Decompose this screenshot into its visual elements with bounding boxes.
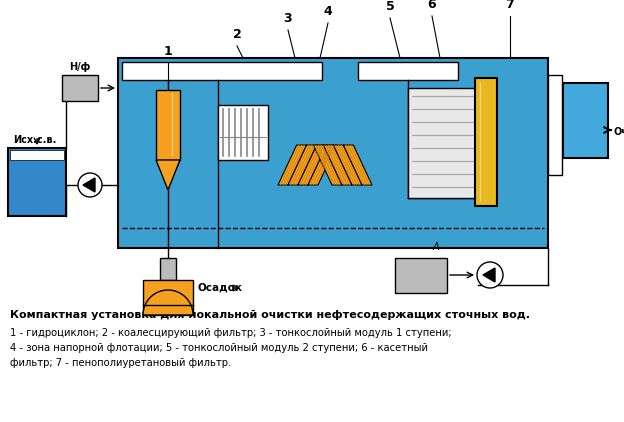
Polygon shape	[288, 145, 316, 185]
Text: A: A	[432, 242, 439, 252]
Text: A: A	[165, 280, 172, 290]
Bar	[408, 88, 488, 198]
Bar	[395, 258, 447, 293]
Wedge shape	[143, 290, 193, 315]
Bar	[563, 83, 608, 158]
Bar	[548, 75, 562, 175]
Polygon shape	[308, 145, 337, 185]
Text: 5: 5	[386, 0, 394, 13]
Polygon shape	[313, 145, 342, 185]
Bar	[475, 78, 497, 206]
Bar	[10, 150, 64, 160]
Polygon shape	[278, 145, 306, 185]
Text: Очищ.с.в.: Очищ.с.в.	[614, 127, 624, 137]
Bar	[122, 62, 322, 80]
Text: 4 - зона напорной флотации; 5 - тонкослойный модуль 2 ступени; 6 - касетный: 4 - зона напорной флотации; 5 - тонкосло…	[10, 343, 428, 353]
Circle shape	[477, 262, 503, 288]
Bar	[358, 62, 458, 80]
Text: 7: 7	[505, 0, 514, 11]
Text: Исх.с.в.: Исх.с.в.	[13, 135, 57, 145]
Bar	[156, 90, 180, 160]
Text: 2: 2	[233, 28, 241, 41]
Bar	[160, 258, 176, 280]
Polygon shape	[333, 145, 362, 185]
Polygon shape	[343, 145, 372, 185]
Text: 3: 3	[284, 12, 292, 25]
Polygon shape	[83, 178, 95, 192]
Bar	[218, 105, 268, 160]
Polygon shape	[156, 160, 180, 190]
Text: 1: 1	[163, 45, 172, 58]
Text: 6: 6	[427, 0, 436, 11]
Polygon shape	[298, 145, 326, 185]
Text: Осадок: Осадок	[198, 282, 243, 292]
Circle shape	[78, 173, 102, 197]
Bar	[143, 280, 193, 315]
Text: Н/ф: Н/ф	[69, 62, 90, 72]
Text: 1 - гидроциклон; 2 - коалесцирующий фильтр; 3 - тонкослойный модуль 1 ступени;: 1 - гидроциклон; 2 - коалесцирующий филь…	[10, 328, 452, 338]
Polygon shape	[483, 268, 495, 282]
Bar	[118, 58, 548, 248]
Bar	[62, 75, 98, 101]
Bar	[8, 148, 66, 216]
Text: Компактная установка для локальной очистки нефтесодержащих сточных вод.: Компактная установка для локальной очист…	[10, 310, 530, 320]
Text: фильтр; 7 - пенополиуретановый фильтр.: фильтр; 7 - пенополиуретановый фильтр.	[10, 358, 232, 368]
Polygon shape	[323, 145, 352, 185]
Text: 4: 4	[324, 5, 333, 18]
